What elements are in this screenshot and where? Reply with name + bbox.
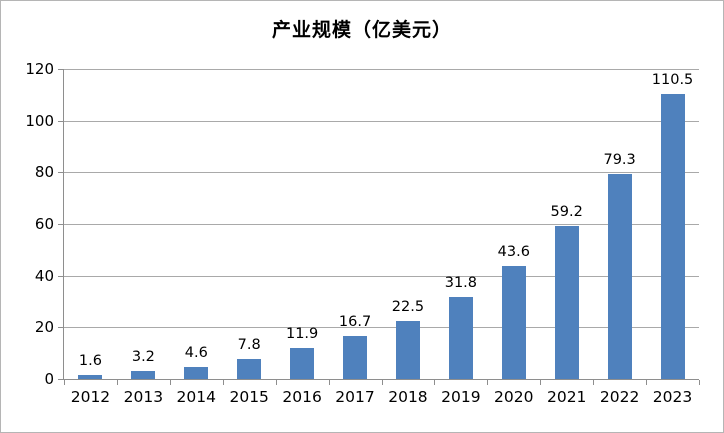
x-axis-tick — [381, 380, 383, 385]
bar-rect — [554, 226, 579, 379]
x-axis-label: 2018 — [388, 388, 428, 406]
x-axis-label: 2019 — [441, 388, 481, 406]
bar-value-label: 110.5 — [651, 71, 694, 88]
bar-value-label: 7.8 — [237, 336, 261, 353]
y-axis-tick — [58, 172, 64, 174]
bar-value-label: 3.2 — [131, 348, 155, 365]
bar-rect — [184, 367, 209, 379]
bar-value-label: 59.2 — [550, 204, 583, 221]
y-axis-label: 20 — [34, 318, 54, 337]
x-axis-label: 2020 — [494, 388, 534, 406]
x-axis-tick — [540, 380, 542, 385]
x-axis-tick — [699, 380, 700, 385]
y-axis-label: 0 — [44, 370, 54, 388]
x-axis-tick — [116, 380, 118, 385]
x-axis-tick — [593, 380, 595, 385]
y-axis-tick — [58, 224, 64, 225]
x-axis-label: 2012 — [70, 388, 111, 406]
bar-value-label: 22.5 — [391, 298, 425, 315]
y-axis-label: 80 — [34, 163, 54, 182]
x-axis-tick — [328, 380, 330, 385]
bar-rect — [448, 296, 473, 379]
bar-rect — [131, 370, 156, 379]
gridline — [64, 275, 699, 277]
bar-value-label: 1.6 — [78, 352, 102, 369]
y-axis-tick — [58, 120, 64, 122]
y-axis-label: 60 — [34, 215, 54, 233]
x-axis-label: 2013 — [123, 388, 164, 406]
plot-area: 0 20 40 60 80 100 120 2012 1.6 2013 3.2 2014 4.6 2015… — [25, 60, 700, 406]
y-axis-label: 120 — [25, 60, 54, 78]
gridline — [64, 224, 699, 225]
gridline — [64, 120, 699, 122]
bar-rect — [395, 320, 420, 379]
x-axis-label: 2022 — [599, 388, 640, 406]
bar-rect — [290, 348, 315, 379]
chart-title: 产业规模（亿美元） — [271, 19, 452, 41]
x-axis-tick — [222, 380, 224, 385]
x-axis-tick — [169, 380, 171, 385]
x-axis-tick — [434, 380, 436, 385]
bar-value-label: 16.7 — [338, 313, 372, 330]
y-axis-label: 40 — [34, 266, 54, 285]
gridline — [64, 69, 699, 70]
x-axis-tick — [487, 380, 489, 385]
bar-value-label: 31.8 — [444, 274, 478, 291]
x-axis-tick — [646, 380, 648, 385]
bar-rect — [501, 266, 526, 379]
x-axis-tick — [275, 380, 277, 385]
bar-rect — [343, 335, 368, 379]
x-axis-label: 2016 — [282, 388, 322, 406]
bar-rect — [237, 358, 262, 379]
y-axis-tick — [58, 69, 64, 70]
bar-rect — [607, 174, 632, 379]
y-axis-tick — [58, 275, 64, 277]
bar-value-label: 79.3 — [603, 152, 636, 169]
x-axis-label: 2014 — [176, 388, 217, 406]
x-axis-label: 2021 — [546, 388, 587, 406]
bar-value-label: 11.9 — [285, 326, 319, 343]
bar-rect — [660, 93, 685, 379]
bar-value-label: 4.6 — [184, 345, 208, 362]
gridline — [64, 172, 699, 174]
bar-value-label: 43.6 — [497, 244, 530, 261]
gridline — [64, 327, 699, 329]
y-axis-label: 100 — [25, 111, 54, 130]
y-axis-tick — [58, 379, 64, 380]
x-axis-label: 2023 — [652, 388, 693, 406]
x-axis-label: 2015 — [229, 388, 269, 406]
y-axis-tick — [58, 327, 64, 329]
bar-rect — [78, 374, 103, 379]
x-axis-tick — [64, 380, 65, 385]
x-axis-label: 2017 — [335, 388, 375, 406]
